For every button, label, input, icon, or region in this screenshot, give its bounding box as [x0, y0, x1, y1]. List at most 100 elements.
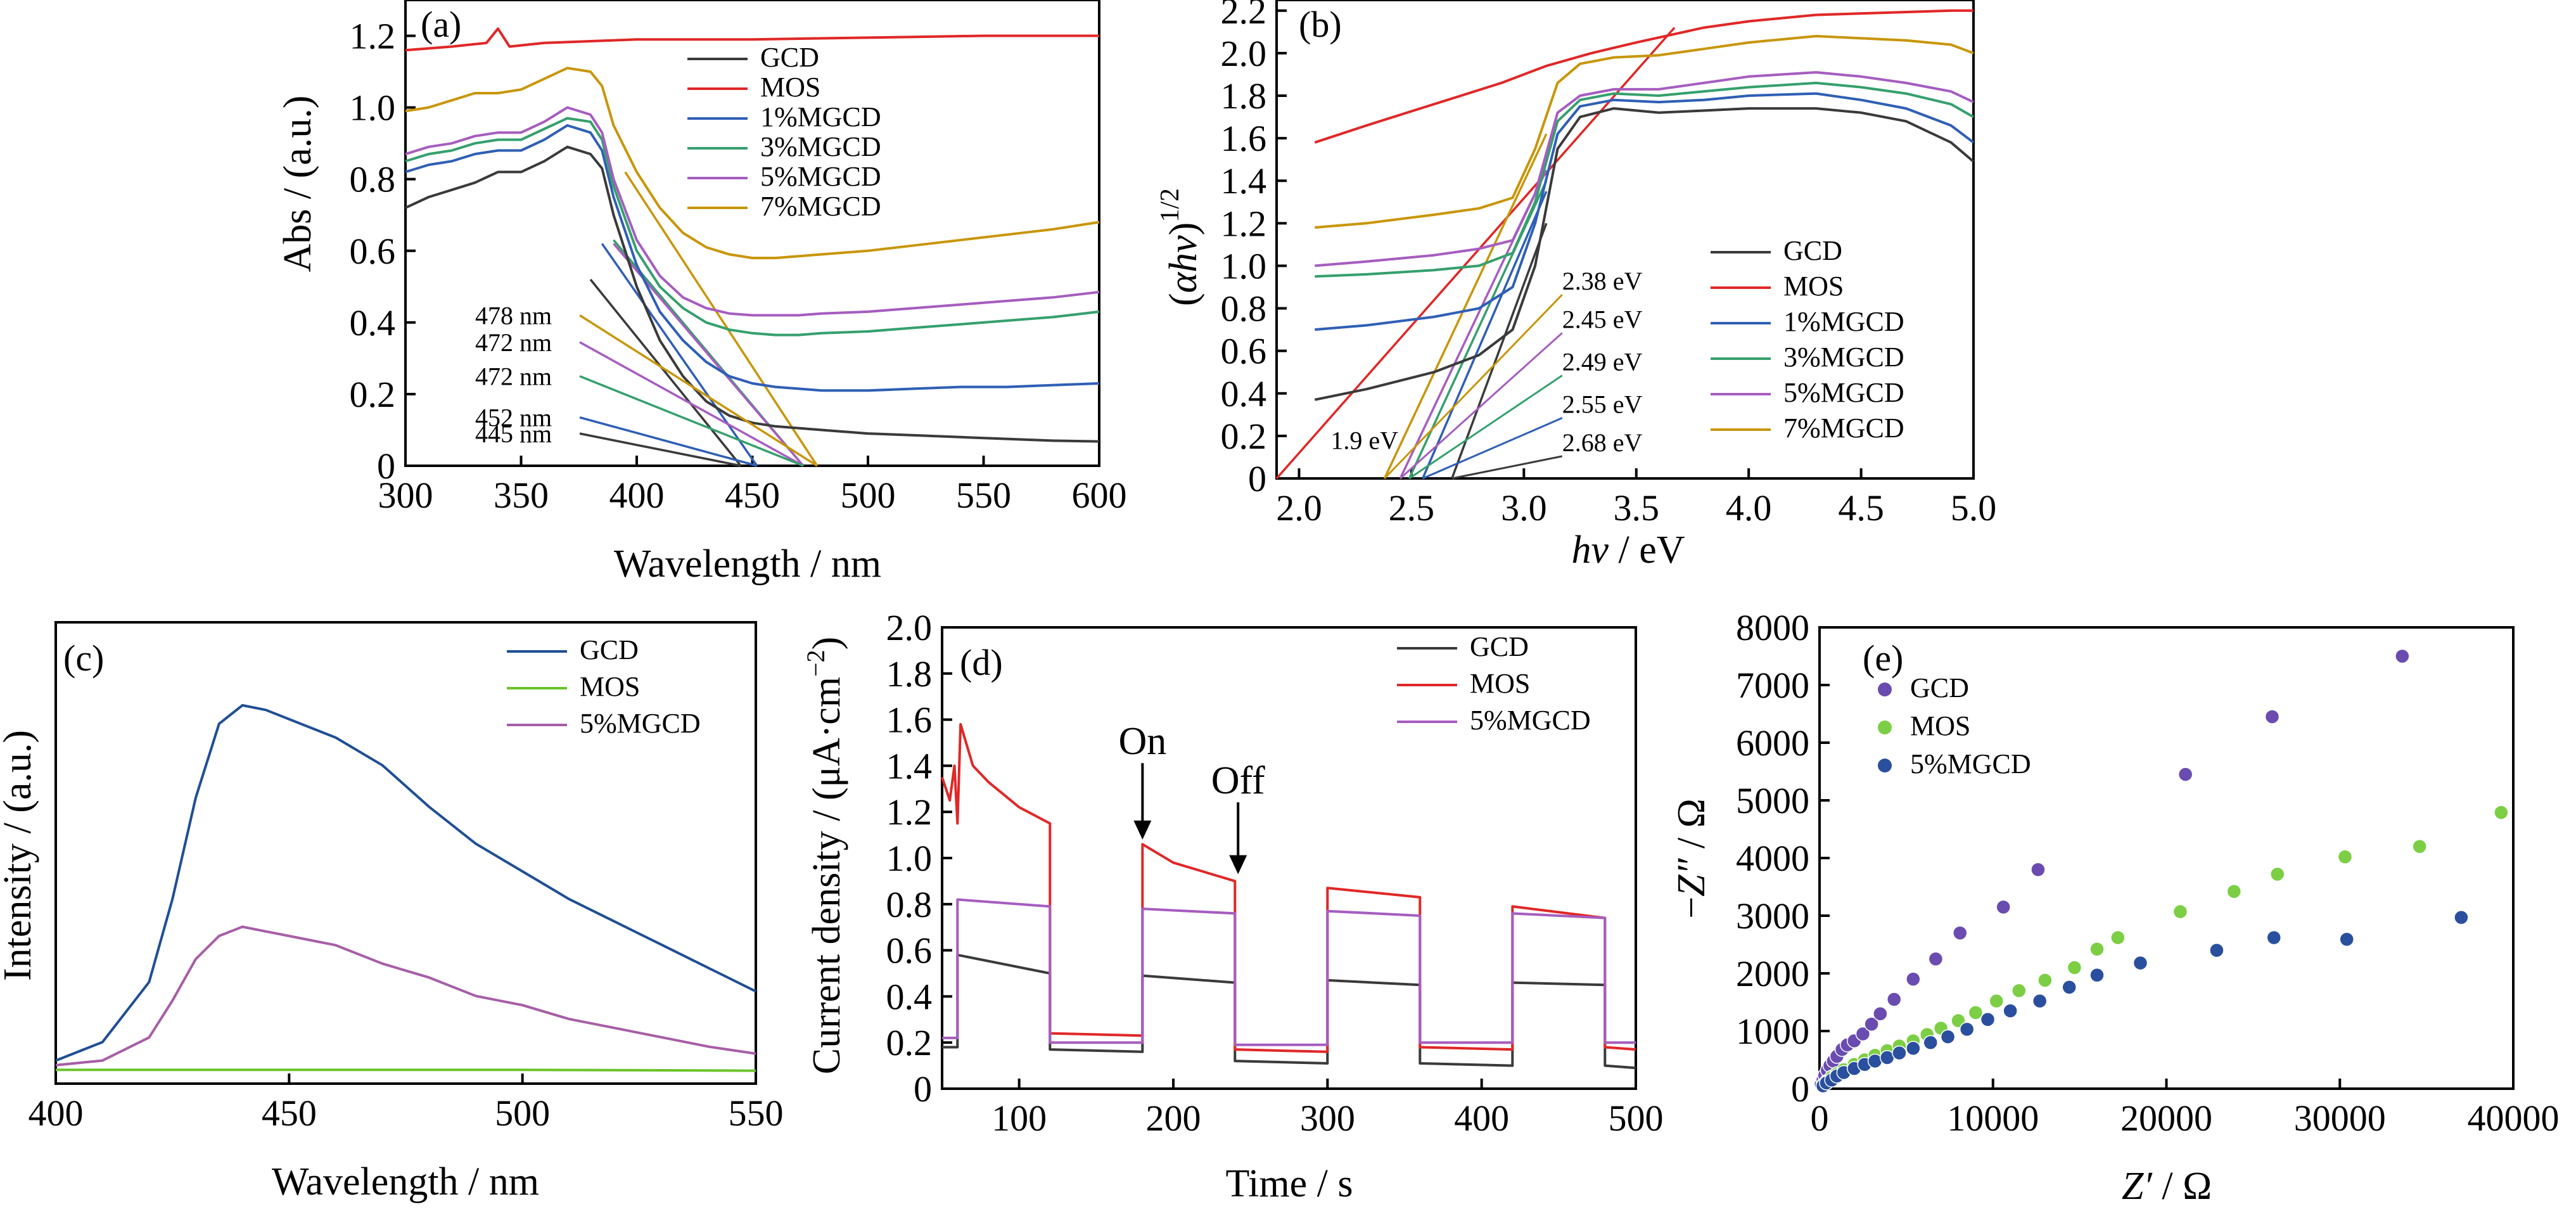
panel-b-legend-5pctmgcd: 5%MGCD	[1783, 377, 1904, 408]
panel-a-xtick-label: 300	[378, 475, 433, 516]
panel-e-point-5pctmgcd	[2339, 932, 2354, 947]
panel-b-tangent-1pctmgcd	[1422, 191, 1548, 479]
panel-a-xtick-label: 450	[725, 475, 780, 516]
panel-d-legend-gcd: GCD	[1470, 631, 1529, 662]
panel-e-point-gcd	[1996, 899, 2011, 915]
panel-a-onset-label: 452 nm	[475, 404, 552, 432]
panel-d-ylabel: Current density / (μA·cm−2)	[801, 637, 848, 1074]
panel-e-point-gcd	[1906, 971, 1921, 987]
panel-c-line-gcd	[55, 704, 756, 1062]
panel-b-line-7pctmgcd	[1315, 35, 1974, 229]
panel-e-point-5pctmgcd	[2454, 909, 2469, 925]
panel-b-line-gcd	[1314, 107, 1975, 401]
panel-c: 400 450 500 550 GCD MOS 5%MGCD (c) Wavelength …	[0, 621, 784, 1203]
panel-a-legend-1pctmgcd: 1%MGCD	[760, 101, 881, 132]
panel-e-point-5pctmgcd	[2266, 930, 2281, 945]
panel-b: 2.0 2.5 3.0 3.5 4.0 4.5 5.0 00.20.40.60.81.01.2…	[1156, 0, 1996, 572]
panel-a-xtick-label: 500	[841, 475, 896, 516]
panel-e-point-5pctmgcd	[2003, 1003, 2018, 1018]
panel-b-bandgap-label: 2.45 eV	[1562, 305, 1643, 333]
panel-b-frame	[1275, 0, 1975, 480]
panel-a-line-3pctmgcd	[405, 117, 1100, 336]
panel-e-ytick-label: 8000	[1736, 607, 1809, 648]
panel-d-ytick-label: 1.8	[886, 653, 933, 695]
panel-e-point-5pctmgcd	[2032, 993, 2048, 1009]
panel-d-xtick-label: 100	[992, 1098, 1047, 1139]
panel-e-point-mos	[1968, 1005, 1984, 1020]
panel-a-xtick-label: 550	[956, 475, 1011, 516]
panel-b-line-mos	[1314, 9, 1973, 144]
panel-e-point-mos	[2089, 942, 2105, 957]
panel-c-legend-5pctmgcd: 5%MGCD	[580, 708, 701, 739]
panel-b-bandgap-leader	[1451, 455, 1563, 480]
panel-b-plot: 2.0 2.5 3.0 3.5 4.0 4.5 5.0 00.20.40.60.81.01.2…	[1221, 0, 1997, 529]
panel-a-ylabel: Abs / (a.u.)	[276, 96, 319, 272]
panel-b-ytick-label: 1.4	[1221, 160, 1267, 202]
panel-b-line-5pctmgcd	[1315, 71, 1974, 267]
panel-e-point-5pctmgcd	[2089, 967, 2105, 983]
panel-a-ytick-label: 0.8	[350, 159, 396, 200]
panel-e-xtick-label: 10000	[1947, 1098, 2039, 1139]
panel-d-off-label: Off	[1211, 759, 1265, 802]
panel-e-point-gcd	[1952, 925, 1968, 941]
panel-e-label: (e)	[1863, 638, 1903, 679]
panel-d-ytick-label: 0	[914, 1068, 932, 1110]
panel-c-ylabel: Intensity / (a.u.)	[0, 730, 39, 981]
panel-a-line-gcd	[405, 145, 1100, 443]
panel-a-legend-5pctmgcd: 5%MGCD	[760, 161, 881, 192]
panel-d-ytick-label: 0.6	[886, 930, 933, 971]
panel-d-ytick-label: 1.4	[886, 745, 933, 786]
panel-b-legend-7pctmgcd: 7%MGCD	[1783, 413, 1904, 444]
panel-b-xtick-label: 2.0	[1276, 487, 1322, 529]
panel-e-xtick-label: 0	[1811, 1098, 1829, 1139]
panel-a-onset-label: 478 nm	[475, 302, 552, 330]
panel-e-ytick-label: 5000	[1736, 780, 1809, 821]
panel-a-xtick-label: 400	[609, 475, 665, 516]
panel-d-plot: 100 200 300 400 500 0 0.2 0.4 0.6 0.8 1.0 1.2 1.41.6…	[886, 607, 1664, 1139]
panel-b-ytick-label: 2.2	[1221, 0, 1267, 32]
panel-e-point-gcd	[1864, 1016, 1879, 1032]
panel-e-legend-gcd: GCD	[1910, 672, 1969, 703]
panel-e-point-gcd	[2031, 862, 2046, 877]
panel-a-legend-gcd: GCD	[760, 42, 819, 73]
panel-a-line-mos	[405, 27, 1099, 52]
panel-a-line-7pctmgcd	[405, 67, 1100, 260]
panel-c-legend-mos: MOS	[580, 671, 640, 702]
panel-b-ytick-label: 1.2	[1221, 203, 1267, 244]
panel-a-onset-label: 472 nm	[475, 362, 552, 391]
panel-a-onset-label: 472 nm	[475, 328, 552, 357]
panel-e-point-mos	[2110, 930, 2126, 945]
panel-c-legend-gcd: GCD	[580, 634, 639, 665]
panel-b-bandgap-label: 2.38 eV	[1562, 267, 1643, 295]
panel-e-point-gcd	[1855, 1026, 1871, 1042]
panel-e-ytick-label: 2000	[1736, 953, 1809, 994]
panel-a-onset-leader	[579, 432, 741, 467]
panel-a-onset-leader	[579, 416, 758, 467]
panel-d-ytick-label: 0.4	[886, 976, 933, 1017]
panel-d-line-mos	[941, 722, 1636, 1053]
panel-e-point-gcd	[1886, 992, 1902, 1007]
panel-b-ylabel: (αhν)1/2	[1156, 188, 1205, 306]
panel-e: 0 10000 20000 30000 40000 0 1000 2000 3000 4000 50…	[1670, 607, 2560, 1208]
panel-b-ytick-label: 1.6	[1221, 118, 1267, 159]
panel-e-xtick-label: 30000	[2294, 1098, 2386, 1139]
panel-e-legend-mos: MOS	[1910, 710, 1970, 741]
panel-e-point-mos	[2172, 904, 2188, 919]
panel-e-point-5pctmgcd	[1959, 1022, 1975, 1037]
panel-e-point-mos	[2412, 839, 2427, 854]
panel-e-xtick-label: 20000	[2120, 1098, 2212, 1139]
panel-e-xlabel: Z′ / Ω	[2122, 1165, 2212, 1208]
panel-e-legend-5pctmgcd: 5%MGCD	[1910, 748, 2031, 779]
panel-b-legend-gcd: GCD	[1783, 235, 1842, 266]
panel-b-bandgap-leader	[1408, 375, 1563, 480]
panel-e-point-5pctmgcd	[1892, 1045, 1907, 1061]
panel-b-xlabel: hν / eV	[1571, 529, 1685, 572]
panel-b-bandgap-label: 2.49 eV	[1562, 347, 1643, 376]
panel-b-ytick-label: 2.0	[1221, 33, 1267, 74]
panel-e-point-mos	[2494, 805, 2509, 820]
panel-b-xtick-label: 5.0	[1951, 487, 1997, 529]
panel-e-point-5pctmgcd	[1940, 1029, 1956, 1044]
panel-e-point-5pctmgcd	[1923, 1035, 1938, 1050]
panel-a-ytick-label: 0.4	[350, 302, 396, 343]
